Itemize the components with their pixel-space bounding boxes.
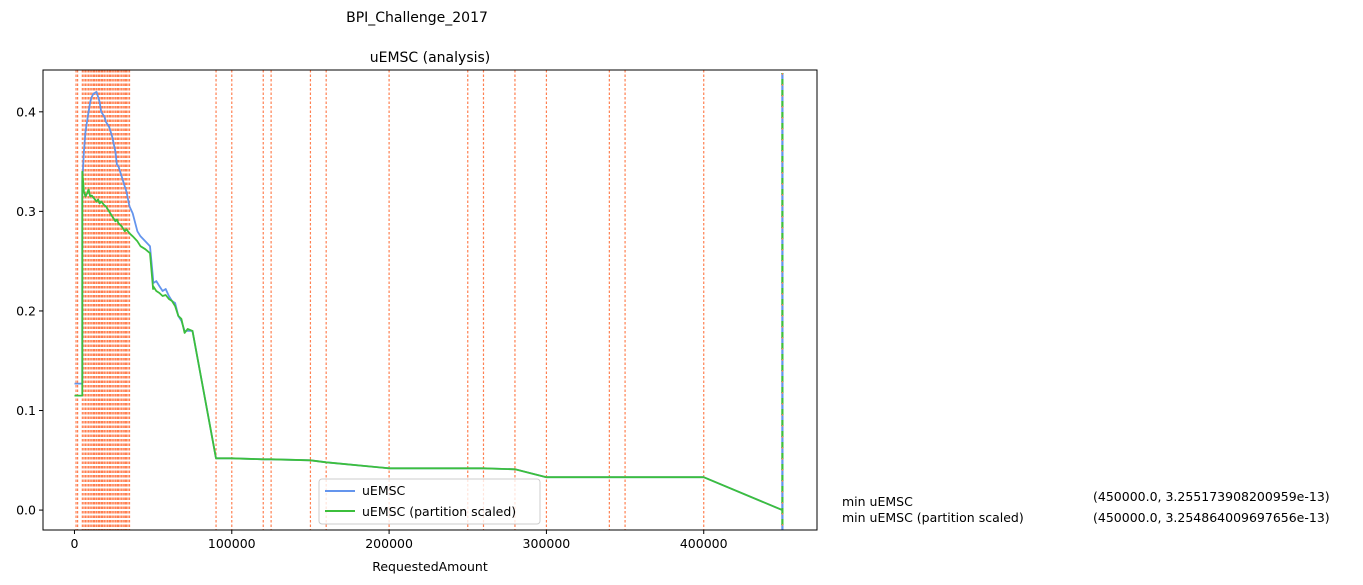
plot-frame	[42, 69, 818, 531]
y-tick-label: 0.3	[16, 204, 36, 219]
series-line-partition	[74, 170, 783, 511]
x-tick-label: 200000	[365, 536, 413, 551]
legend: uEMSC uEMSC (partition scaled)	[318, 478, 541, 525]
annotation-min-uemsc-label: min uEMSC	[842, 494, 913, 509]
annotation-min-partition-value: (450000.0, 3.254864009697656e-13)	[1093, 510, 1330, 525]
x-tick-label: 0	[70, 536, 78, 551]
y-tick-label: 0.1	[16, 403, 36, 418]
y-tick-label: 0.2	[16, 303, 36, 318]
x-tick-label: 300000	[523, 536, 571, 551]
legend-label-partition: uEMSC (partition scaled)	[362, 504, 516, 519]
chart-title: uEMSC (analysis)	[370, 50, 491, 66]
annotation-min-uemsc-value: (450000.0, 3.255173908200959e-13)	[1093, 489, 1330, 504]
vertical-marker-lines	[75, 70, 705, 530]
legend-label-uemsc: uEMSC	[362, 483, 406, 498]
series-line-uemsc	[74, 91, 783, 511]
annotation-min-partition-label: min uEMSC (partition scaled)	[842, 510, 1024, 525]
y-tick-label: 0.0	[16, 503, 36, 518]
series-lines	[74, 91, 783, 511]
legend-box	[318, 478, 541, 525]
y-axis-ticks: 0.0 0.1 0.2 0.3 0.4	[16, 104, 43, 518]
x-axis-ticks: 0 100000 200000 300000 400000	[70, 530, 728, 551]
y-tick-label: 0.4	[16, 104, 36, 119]
x-tick-label: 100000	[208, 536, 256, 551]
x-tick-label: 400000	[680, 536, 728, 551]
figure-suptitle: BPI_Challenge_2017	[346, 10, 488, 26]
x-axis-label: RequestedAmount	[372, 559, 488, 574]
